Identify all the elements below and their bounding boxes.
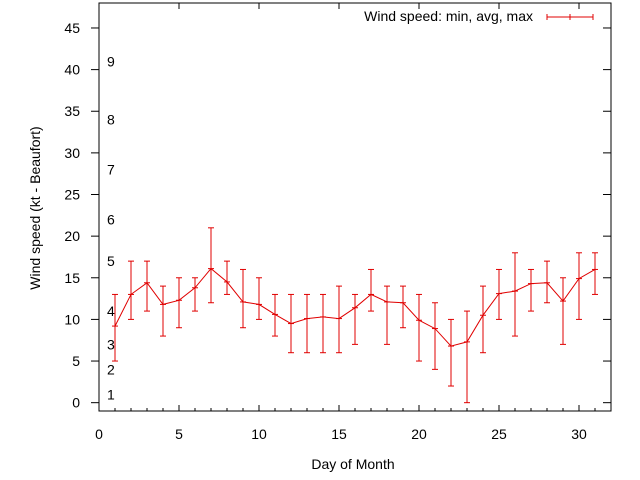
- data-point: [192, 284, 198, 291]
- data-point: [352, 304, 358, 311]
- data-point: [464, 338, 470, 345]
- data-point: [400, 299, 406, 306]
- data-point: [496, 290, 502, 297]
- y-tick-label: 0: [72, 395, 80, 411]
- x-tick-label: 15: [331, 426, 347, 442]
- x-tick-label: 0: [95, 426, 103, 442]
- beaufort-label: 1: [107, 386, 115, 402]
- data-point: [368, 291, 374, 298]
- x-tick-label: 5: [175, 426, 183, 442]
- x-tick-label: 30: [571, 426, 587, 442]
- data-point: [336, 315, 342, 322]
- beaufort-label: 6: [107, 211, 115, 227]
- y-axis-title: Wind speed (kt - Beaufort): [27, 126, 43, 289]
- data-point: [160, 301, 166, 308]
- data-point: [448, 343, 454, 350]
- y-tick-label: 10: [64, 311, 80, 327]
- beaufort-labels: 1 2 3 4 5 6 7 8 9: [107, 53, 115, 402]
- y-tick-label: 40: [64, 62, 80, 78]
- data-point: [528, 280, 534, 287]
- data-point: [112, 323, 118, 330]
- beaufort-label: 4: [107, 303, 115, 319]
- y-tick-label: 35: [64, 103, 80, 119]
- x-tick-label: 25: [491, 426, 507, 442]
- data-point: [480, 312, 486, 319]
- x-tick-label: 10: [251, 426, 267, 442]
- data-point: [576, 275, 582, 282]
- x-axis-title: Day of Month: [311, 456, 394, 472]
- beaufort-label: 8: [107, 112, 115, 128]
- data-point: [320, 313, 326, 320]
- beaufort-label: 2: [107, 361, 115, 377]
- data-point: [224, 278, 230, 285]
- legend-label: Wind speed: min, avg, max: [364, 8, 533, 24]
- legend: Wind speed: min, avg, max: [364, 8, 594, 24]
- data-point: [288, 320, 294, 327]
- y-tick-label: 15: [64, 270, 80, 286]
- x-tick-label: 20: [411, 426, 427, 442]
- beaufort-label: 3: [107, 336, 115, 352]
- data-point: [560, 298, 566, 305]
- data-point: [240, 298, 246, 305]
- data-point: [512, 288, 518, 295]
- y-tick-label: 20: [64, 228, 80, 244]
- data-point: [128, 291, 134, 298]
- plot-frame: [98, 2, 612, 412]
- y-tick-label: 45: [64, 20, 80, 36]
- data-point: [384, 298, 390, 305]
- data-point: [544, 279, 550, 286]
- data-point: [208, 265, 214, 272]
- y-tick-label: 5: [72, 353, 80, 369]
- data-point: [592, 266, 598, 273]
- data-point: [256, 301, 262, 308]
- data-point: [432, 325, 438, 332]
- beaufort-label: 9: [107, 53, 115, 69]
- y-tick-label: 25: [64, 187, 80, 203]
- data-point: [144, 279, 150, 286]
- series-layer: [112, 227, 598, 404]
- beaufort-label: 7: [107, 162, 115, 178]
- data-point: [416, 317, 422, 324]
- data-point: [176, 297, 182, 304]
- beaufort-label: 5: [107, 253, 115, 269]
- y-tick-label: 30: [64, 145, 80, 161]
- data-point: [304, 315, 310, 322]
- data-point: [272, 311, 278, 318]
